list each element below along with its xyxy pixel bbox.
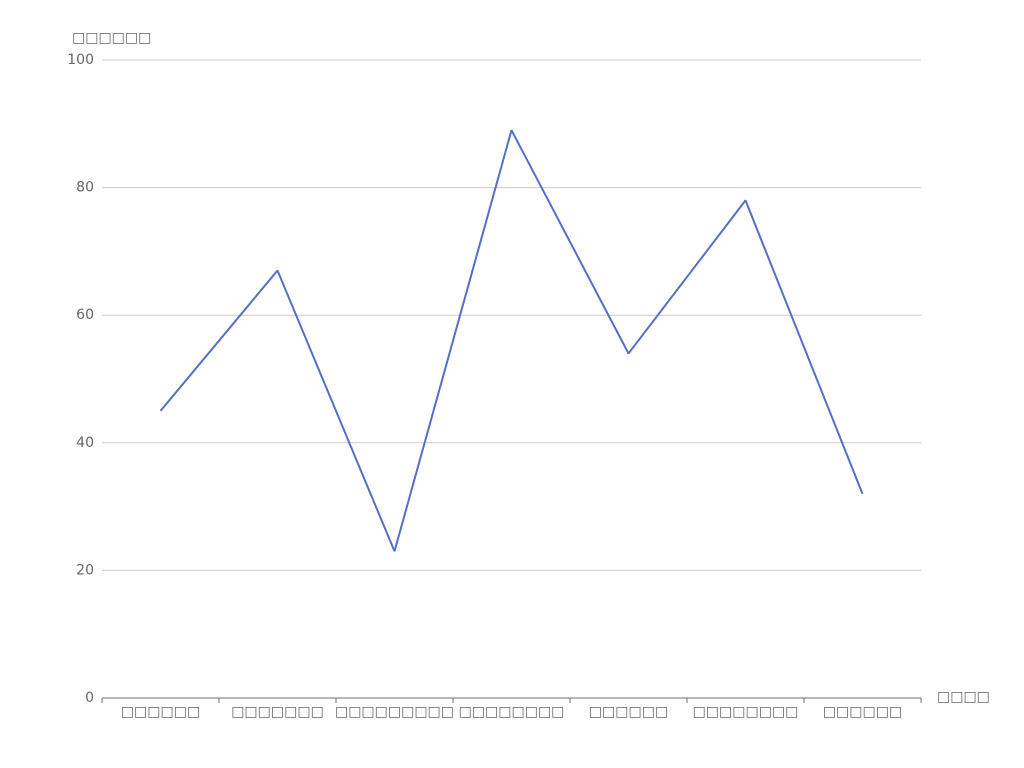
y-axis-title: □□□□□□ bbox=[72, 30, 151, 46]
y-tick-label: 60 bbox=[76, 307, 94, 323]
x-tick-label: □□□□□□□□ bbox=[459, 704, 565, 720]
x-tick-label: □□□□□□ bbox=[823, 704, 902, 720]
line-series bbox=[159, 129, 864, 552]
y-tick-label: 20 bbox=[76, 562, 94, 578]
y-tick-label: 0 bbox=[85, 690, 94, 706]
x-tick-label: □□□□□□ bbox=[121, 704, 200, 720]
x-tick-label: □□□□□□ bbox=[589, 704, 668, 720]
y-tick-label: 40 bbox=[76, 435, 94, 451]
x-tick-label: □□□□□□□□□ bbox=[335, 704, 454, 720]
x-axis-title: □□□□ bbox=[937, 689, 990, 705]
x-tick-label: □□□□□□□□ bbox=[693, 704, 799, 720]
x-tick-label: □□□□□□□ bbox=[231, 704, 324, 720]
y-tick-label: 80 bbox=[76, 180, 94, 196]
y-tick-label: 100 bbox=[67, 52, 94, 68]
